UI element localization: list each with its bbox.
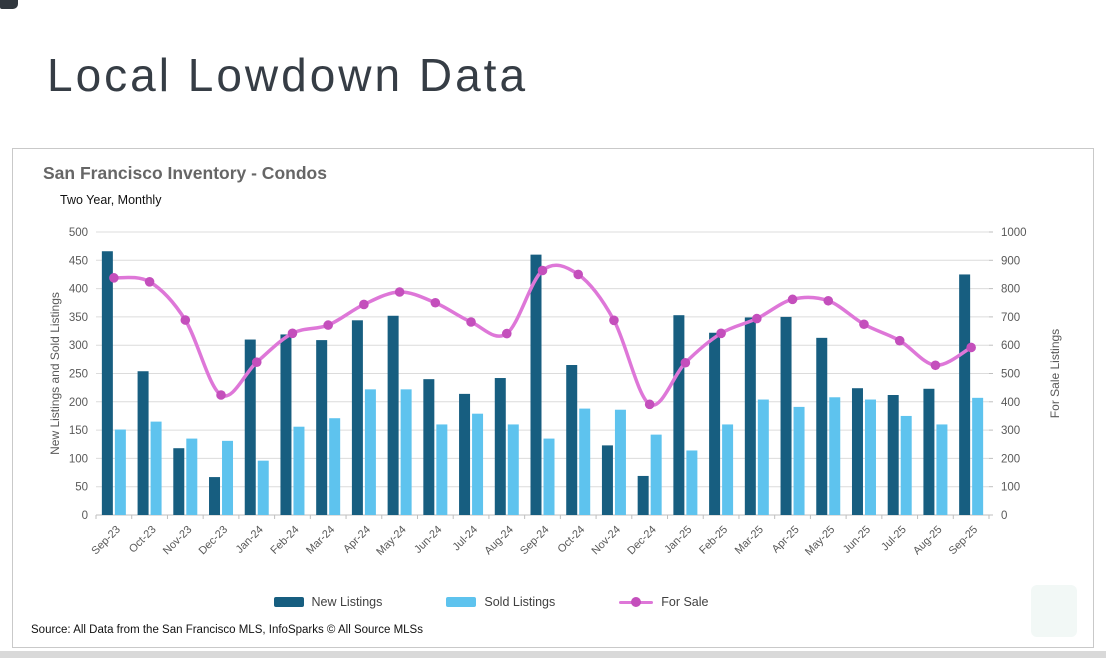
y-axis-left-title: New Listings and Sold Listings [48, 292, 62, 455]
inventory-combo-chart: 0 50 100 150 200 250 300 350 400 450 500 0 100 200 300… [48, 227, 1062, 558]
svg-text:300: 300 [1001, 425, 1020, 437]
svg-text:450: 450 [69, 255, 88, 267]
slide-corner-mark [0, 0, 18, 9]
svg-text:200: 200 [69, 397, 88, 409]
svg-text:600: 600 [1001, 340, 1020, 352]
svg-text:350: 350 [69, 312, 88, 324]
legend-label: Sold Listings [484, 595, 556, 609]
page-bottom-strip [0, 651, 1106, 658]
svg-text:500: 500 [1001, 369, 1020, 381]
legend-swatch [273, 597, 304, 607]
chart-subtitle: Two Year, Monthly [60, 193, 162, 207]
y-axis-right-title: For Sale Listings [1048, 329, 1062, 418]
legend-label: For Sale [661, 595, 709, 609]
svg-text:Sep-25: Sep-25 [947, 524, 981, 558]
bars-sold-listings [114, 389, 984, 515]
svg-text:400: 400 [69, 284, 88, 296]
svg-text:100: 100 [1001, 482, 1020, 494]
line-for-sale [109, 263, 976, 410]
svg-text:0: 0 [1001, 510, 1007, 522]
svg-text:500: 500 [69, 227, 88, 239]
svg-text:0: 0 [82, 510, 88, 522]
svg-text:Nov-23: Nov-23 [161, 524, 195, 558]
svg-text:Jun-25: Jun-25 [841, 524, 873, 556]
svg-text:Sep-23: Sep-23 [89, 524, 123, 558]
svg-text:Jul-25: Jul-25 [879, 524, 909, 554]
svg-text:Oct-23: Oct-23 [127, 524, 159, 556]
svg-text:Apr-25: Apr-25 [770, 524, 802, 556]
svg-text:800: 800 [1001, 284, 1020, 296]
svg-text:1000: 1000 [1001, 227, 1027, 239]
svg-text:Jan-24: Jan-24 [234, 524, 266, 556]
source-attribution: Source: All Data from the San Francisco … [31, 624, 423, 636]
svg-text:Jun-24: Jun-24 [412, 524, 444, 556]
svg-text:Mar-25: Mar-25 [733, 524, 766, 557]
svg-text:Aug-24: Aug-24 [482, 524, 516, 558]
page-title: Local Lowdown Data [47, 49, 529, 101]
legend-item-sold-listings: Sold Listings [446, 595, 555, 609]
svg-text:Mar-24: Mar-24 [304, 524, 337, 557]
svg-text:700: 700 [1001, 312, 1020, 324]
chart-card: San Francisco Inventory - Condos Two Yea… [12, 148, 1094, 648]
svg-text:Apr-24: Apr-24 [341, 524, 373, 556]
chart-legend: New Listings Sold Listings For Sale [0, 595, 1031, 609]
svg-text:900: 900 [1001, 255, 1020, 267]
svg-text:200: 200 [1001, 453, 1020, 465]
legend-line-marker [619, 596, 654, 608]
svg-text:250: 250 [69, 369, 88, 381]
legend-swatch [446, 597, 477, 607]
svg-text:400: 400 [1001, 397, 1020, 409]
y-axis-left-labels: 0 50 100 150 200 250 300 350 400 450 500 [69, 227, 88, 522]
svg-text:Oct-24: Oct-24 [556, 524, 588, 556]
watermark-logo [1031, 585, 1077, 637]
bars-new-listings [101, 251, 971, 515]
svg-text:Nov-24: Nov-24 [589, 524, 623, 558]
svg-text:150: 150 [69, 425, 88, 437]
legend-label: New Listings [311, 595, 383, 609]
legend-item-for-sale: For Sale [619, 595, 709, 609]
svg-text:Feb-24: Feb-24 [268, 524, 301, 557]
svg-text:100: 100 [69, 453, 88, 465]
svg-text:300: 300 [69, 340, 88, 352]
svg-text:50: 50 [75, 482, 88, 494]
svg-text:Sep-24: Sep-24 [518, 524, 552, 558]
svg-text:Feb-25: Feb-25 [697, 524, 730, 557]
x-axis-labels: Sep-23 Oct-23 Nov-23 Dec-23 Jan-24 Feb-24 Mar-… [89, 524, 980, 558]
svg-text:Aug-25: Aug-25 [911, 524, 945, 558]
svg-text:Dec-23: Dec-23 [197, 524, 231, 558]
y-axis-right-labels: 0 100 200 300 400 500 600 700 800 900 1000 [1001, 227, 1027, 522]
svg-text:Dec-24: Dec-24 [625, 524, 659, 558]
svg-text:May-25: May-25 [803, 524, 837, 558]
legend-item-new-listings: New Listings [273, 595, 383, 609]
svg-text:May-24: May-24 [374, 524, 408, 558]
svg-text:Jan-25: Jan-25 [662, 524, 694, 556]
chart-title: San Francisco Inventory - Condos [43, 163, 327, 183]
svg-text:Jul-24: Jul-24 [451, 524, 481, 554]
